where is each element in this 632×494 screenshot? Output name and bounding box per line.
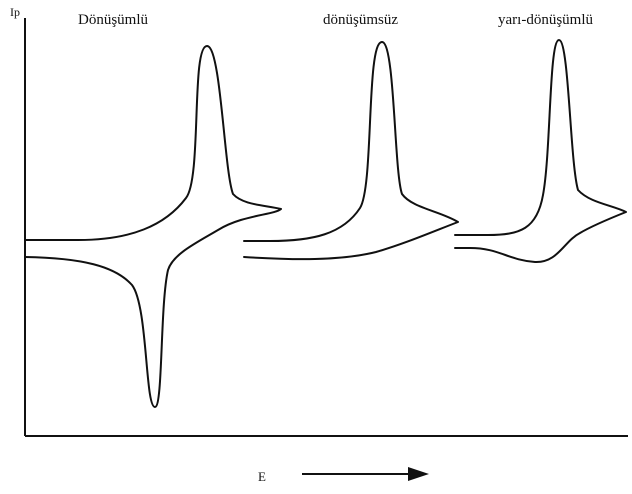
x-axis-label: E [258, 469, 266, 484]
irreversible-forward-curve [243, 41, 459, 261]
quasi-reversible-label: yarı-dönüşümlü [498, 12, 593, 28]
y-axis-label: Ip [10, 5, 20, 19]
quasi-reversible-forward-curve [454, 39, 627, 264]
axes [24, 18, 628, 437]
irreversible-label: dönüşümsüz [323, 12, 398, 28]
reversible-voltammogram [24, 45, 282, 408]
reversible-forward-curve [24, 45, 282, 408]
reversible-label: Dönüşümlü [78, 12, 149, 28]
quasi-reversible-voltammogram [454, 39, 627, 264]
potential-arrow [302, 467, 429, 481]
irreversible-voltammogram [243, 41, 459, 261]
arrow-head [408, 467, 429, 481]
